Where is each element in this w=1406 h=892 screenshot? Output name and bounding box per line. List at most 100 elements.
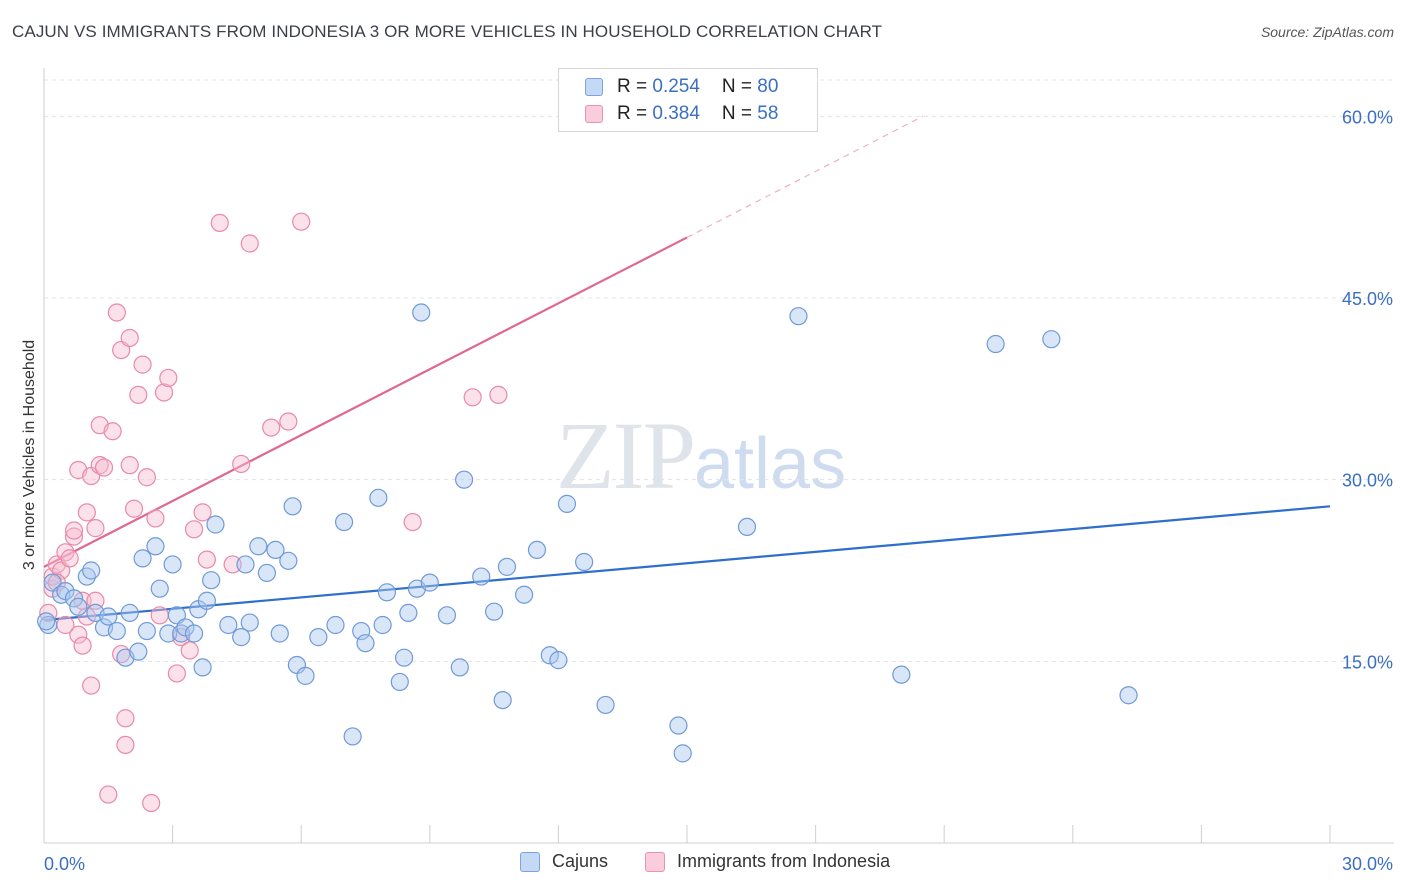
indonesia-point	[64, 527, 84, 546]
indonesia-point	[240, 234, 259, 253]
cajun-point	[450, 658, 469, 677]
legend-r-label: R =	[617, 76, 653, 97]
indonesia-point	[223, 555, 242, 574]
cajun-point	[236, 555, 255, 574]
indonesia-point	[77, 503, 96, 522]
cajuns-swatch	[585, 78, 603, 96]
indonesia-point	[60, 549, 79, 568]
cajun-point	[485, 602, 504, 621]
indonesia-point	[82, 676, 101, 695]
cajun-point	[377, 583, 397, 602]
legend-r-value: 0.384	[652, 103, 700, 124]
legend-indonesia-label: Immigrants from Indonesia	[677, 851, 891, 871]
cajun-point	[296, 666, 315, 685]
cajun-points	[37, 303, 1138, 763]
legend-row-indonesia: R = 0.384 N = 58	[585, 102, 778, 126]
cajun-point	[232, 628, 251, 647]
cajun-point	[184, 624, 204, 643]
legend-cajuns-label: Cajuns	[552, 851, 609, 871]
cajun-point	[283, 497, 302, 516]
cajun-point	[369, 488, 388, 507]
cajun-point	[150, 579, 169, 598]
cajun-point	[219, 615, 238, 635]
cajun-point	[133, 549, 152, 568]
source-label[interactable]: Source: ZipAtlas.com	[1260, 24, 1394, 40]
legend-n-label: N =	[721, 76, 758, 97]
cajun-point	[515, 585, 534, 604]
indonesia-point	[99, 785, 118, 804]
cajun-point	[137, 621, 156, 641]
indonesia-point	[69, 625, 88, 644]
cajun-point	[146, 537, 165, 556]
indonesia-point	[150, 606, 169, 625]
indonesia-point	[489, 385, 508, 404]
cajun-point	[99, 607, 118, 626]
indonesia-point	[103, 422, 122, 441]
tick-labels: 15.0% 30.0% 45.0% 60.0% 0.0% 30.0%	[44, 107, 1393, 874]
legend-n-value: 80	[757, 76, 779, 97]
cajun-point	[326, 615, 345, 635]
indonesia-point	[292, 212, 311, 231]
watermark-atlas: atlas	[694, 424, 847, 504]
cajun-point	[270, 624, 289, 643]
indonesia-point	[64, 521, 84, 540]
cajun-point	[789, 307, 808, 326]
indonesia-point	[463, 388, 482, 407]
cajun-point	[37, 612, 56, 631]
cajun-point	[420, 573, 439, 592]
indonesia-point	[154, 383, 174, 402]
indonesia-point	[262, 418, 281, 437]
cajun-point	[129, 642, 148, 661]
cajun-point	[107, 621, 126, 641]
y-tick-label: 45.0%	[1342, 289, 1393, 309]
indonesia-point	[403, 512, 422, 532]
cajun-point	[159, 624, 178, 643]
legend-item-cajuns[interactable]: Cajuns	[520, 851, 608, 872]
cajun-point	[202, 571, 221, 590]
indonesia-point	[56, 615, 75, 635]
cajun-point	[309, 628, 328, 647]
cajun-point	[356, 634, 375, 653]
cajun-point	[390, 672, 409, 692]
indonesia-point	[180, 641, 199, 660]
watermark: ZIPatlas	[556, 400, 846, 511]
cajun-point	[540, 646, 559, 665]
indonesia-legend-swatch	[645, 851, 665, 872]
axes	[43, 68, 1394, 844]
x-tick-label: 0.0%	[44, 854, 85, 874]
y-tick-label: 30.0%	[1342, 471, 1393, 491]
cajun-point	[437, 606, 457, 625]
indonesia-points	[39, 212, 508, 813]
indonesia-point	[142, 793, 161, 813]
indonesia-point	[94, 458, 114, 477]
indonesia-point	[279, 412, 298, 431]
cajuns-trend-line	[43, 505, 1331, 622]
cajun-point	[69, 597, 88, 616]
cajun-point	[1042, 330, 1061, 349]
y-tick-label: 15.0%	[1342, 652, 1393, 672]
cajun-point	[334, 512, 354, 532]
series-legend: Cajuns Immigrants from Indonesia	[0, 851, 1406, 877]
trend-lines	[43, 115, 1331, 622]
indonesia-point	[210, 213, 229, 233]
grid-lines	[44, 79, 1394, 662]
cajun-point	[394, 648, 414, 667]
cajun-point	[986, 334, 1005, 354]
indonesia-point	[184, 520, 204, 539]
indonesia-point	[120, 456, 139, 475]
legend-n-value: 58	[757, 103, 779, 124]
cajun-point	[1119, 686, 1138, 705]
indonesia-point	[73, 636, 92, 655]
y-tick-label: 60.0%	[1342, 107, 1393, 127]
legend-item-indonesia[interactable]: Immigrants from Indonesia	[645, 851, 890, 872]
indonesia-swatch	[585, 105, 603, 123]
cajun-point	[257, 563, 277, 583]
watermark-zip: ZIP	[556, 402, 696, 509]
indonesia-point	[107, 303, 126, 322]
indonesia-trend-extension	[686, 115, 924, 238]
indonesia-point	[159, 368, 178, 388]
indonesia-point	[167, 664, 186, 683]
cajun-point	[343, 727, 362, 746]
indonesia-point	[197, 550, 216, 569]
cajun-point	[497, 557, 517, 576]
